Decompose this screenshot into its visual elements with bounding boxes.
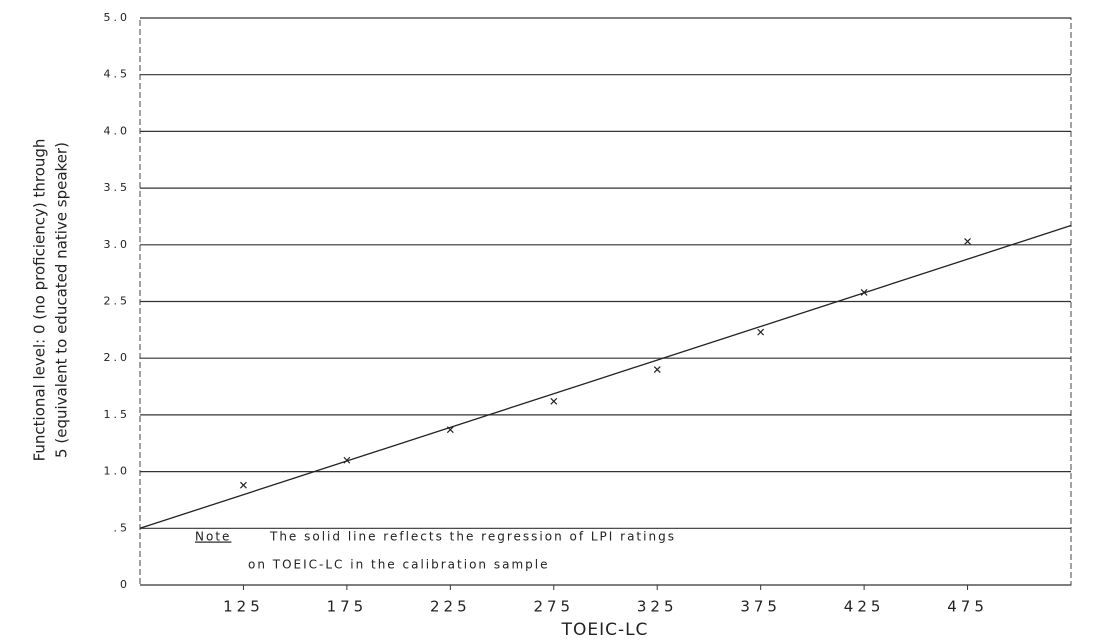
note-text: on TOEIC-LC in the calibration sample — [248, 558, 549, 572]
data-point — [757, 328, 765, 336]
data-point — [446, 426, 454, 434]
data-point — [343, 456, 351, 464]
x-tick-label: 475 — [947, 598, 988, 616]
data-point — [240, 481, 247, 489]
y-axis-label: 5 (equivalent to educated native speaker… — [53, 142, 71, 458]
note-heading: Note — [195, 530, 231, 544]
note-text: The solid line reflects the regression o… — [269, 530, 676, 544]
y-tick-label: 3.5 — [104, 181, 131, 194]
x-tick-label: 375 — [740, 598, 781, 616]
x-tick-label: 275 — [533, 598, 574, 616]
x-axis-label: TOEIC-LC — [561, 620, 649, 640]
y-tick-label: 3.0 — [104, 238, 131, 251]
y-tick-label: 1.0 — [104, 465, 131, 478]
y-tick-label: 4.0 — [104, 124, 131, 137]
x-tick-label: 125 — [223, 598, 264, 616]
regression-line — [139, 224, 1072, 529]
y-tick-label: 2.0 — [104, 351, 131, 364]
x-tick-label: 225 — [430, 598, 471, 616]
y-axis-label: Functional level: 0 (no proficiency) thr… — [31, 139, 49, 462]
x-tick-label: 175 — [327, 598, 368, 616]
data-point — [964, 237, 971, 245]
data-point — [653, 366, 661, 373]
y-tick-label: 4.5 — [104, 68, 131, 81]
y-tick-label: 0 — [120, 578, 130, 591]
data-point — [860, 289, 868, 296]
y-tick-label: 2.5 — [104, 295, 131, 308]
y-tick-label: 1.5 — [104, 408, 131, 421]
y-tick-label: .5 — [114, 521, 131, 534]
y-tick-label: 5.0 — [104, 11, 131, 24]
data-point — [550, 397, 558, 405]
x-tick-label: 425 — [844, 598, 885, 616]
x-tick-label: 325 — [637, 598, 678, 616]
